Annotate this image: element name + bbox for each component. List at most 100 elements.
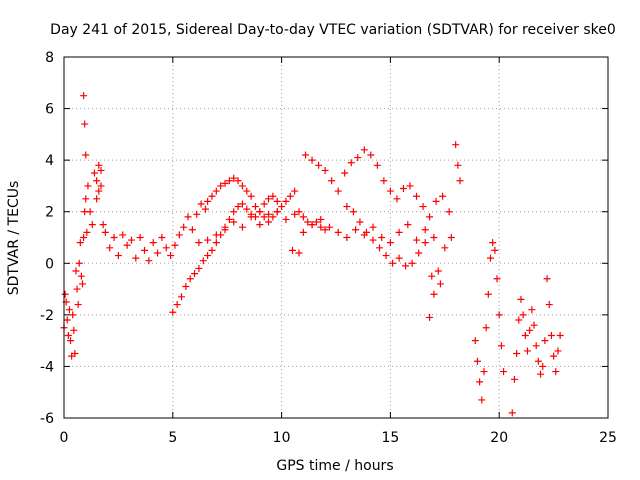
- data-point: [456, 177, 464, 185]
- data-point: [204, 236, 212, 244]
- data-point: [260, 200, 268, 208]
- data-point: [63, 316, 71, 324]
- data-point: [373, 161, 381, 169]
- data-point: [188, 226, 196, 234]
- data-point: [288, 246, 296, 254]
- data-point: [428, 272, 436, 280]
- data-point: [354, 154, 362, 162]
- data-point: [369, 236, 377, 244]
- data-point: [404, 221, 412, 229]
- data-point: [321, 166, 329, 174]
- data-point: [234, 203, 242, 211]
- data-point: [476, 378, 484, 386]
- data-point: [328, 177, 336, 185]
- data-point: [75, 259, 83, 267]
- data-point: [343, 234, 351, 241]
- data-point: [97, 166, 105, 174]
- data-point: [445, 208, 453, 216]
- data-point: [386, 187, 394, 195]
- y-tick-label: 6: [45, 102, 54, 118]
- data-point: [413, 192, 421, 200]
- data-point: [532, 342, 540, 350]
- data-point: [454, 161, 462, 169]
- data-point: [269, 192, 277, 200]
- y-tick-label: 2: [45, 205, 54, 221]
- data-point: [99, 221, 107, 229]
- data-point: [376, 244, 384, 252]
- data-point: [356, 218, 364, 226]
- data-point: [243, 187, 251, 195]
- data-point: [175, 231, 183, 239]
- data-point: [421, 226, 429, 234]
- series-mid-band: [195, 208, 438, 247]
- data-point: [182, 282, 190, 290]
- data-point: [217, 182, 225, 190]
- data-point: [282, 197, 290, 205]
- data-point: [106, 244, 114, 252]
- data-point: [114, 252, 122, 260]
- data-point: [234, 177, 242, 185]
- data-point: [221, 226, 229, 234]
- data-point: [230, 174, 238, 182]
- data-point: [80, 234, 88, 241]
- data-point: [119, 231, 127, 239]
- data-point: [352, 226, 360, 234]
- series-peaks: [288, 141, 464, 257]
- data-point: [149, 239, 157, 247]
- data-point: [508, 409, 516, 417]
- data-point: [93, 177, 101, 185]
- data-point: [265, 210, 273, 218]
- data-point: [208, 192, 216, 200]
- data-point: [167, 252, 175, 260]
- data-point: [204, 197, 212, 205]
- data-point: [382, 252, 390, 260]
- x-tick-label: 10: [273, 430, 291, 446]
- y-tick-label: 4: [45, 153, 54, 169]
- plot-frame: [63, 56, 609, 419]
- data-point: [191, 270, 199, 278]
- chart-title: Day 241 of 2015, Sidereal Day-to-day VTE…: [50, 22, 616, 38]
- data-point: [82, 195, 90, 203]
- data-point: [95, 187, 103, 195]
- data-point: [480, 368, 488, 376]
- data-point: [528, 306, 536, 314]
- data-point: [295, 208, 303, 216]
- data-point: [552, 368, 560, 376]
- data-point: [65, 306, 73, 314]
- data-point: [367, 151, 375, 159]
- data-point: [432, 197, 440, 205]
- data-point: [317, 215, 325, 223]
- data-point: [426, 313, 434, 321]
- y-tick-label: -2: [40, 308, 54, 324]
- y-tick-label: 8: [45, 50, 54, 66]
- series-rise-b: [169, 192, 281, 316]
- data-point: [349, 208, 357, 216]
- data-point: [78, 280, 86, 288]
- series-falls: [343, 203, 455, 321]
- data-point: [286, 192, 294, 200]
- data-point: [295, 249, 303, 257]
- data-point: [554, 347, 562, 355]
- x-tick-label: 25: [599, 430, 617, 446]
- data-point: [291, 210, 299, 218]
- data-point: [523, 347, 531, 355]
- data-point: [530, 321, 538, 329]
- data-point: [380, 177, 388, 185]
- data-point: [556, 331, 564, 339]
- data-point: [269, 213, 277, 221]
- data-point: [247, 192, 255, 200]
- x-tick-label: 5: [168, 430, 177, 446]
- data-point: [265, 195, 273, 203]
- data-point: [82, 151, 90, 159]
- data-point: [73, 285, 81, 293]
- data-point: [489, 239, 497, 247]
- data-point: [308, 156, 316, 164]
- data-point: [81, 208, 89, 216]
- data-point: [473, 357, 481, 365]
- data-points: [60, 92, 564, 417]
- data-point: [299, 228, 307, 236]
- data-point: [136, 234, 144, 241]
- data-point: [256, 208, 264, 216]
- data-point: [395, 228, 403, 236]
- data-point: [70, 326, 78, 334]
